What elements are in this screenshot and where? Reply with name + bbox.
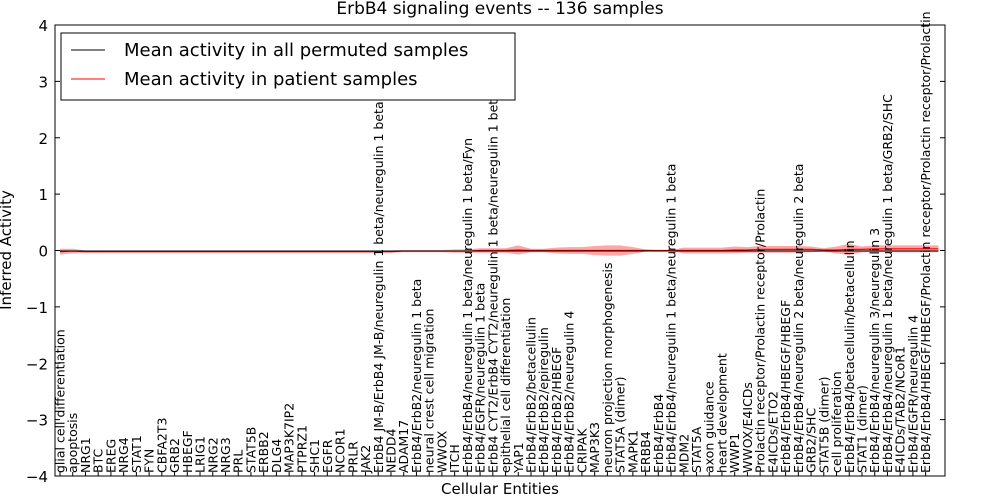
category-label: EGFR <box>320 439 335 473</box>
category-label: HBEGF <box>180 430 195 473</box>
category-label: NRG2 <box>205 437 220 473</box>
category-label: ErbB4/ErbB4/neuregulin 2 beta/neuregulin… <box>791 164 806 473</box>
category-label: ErbB4/ErbB2/neuregulin 4 <box>562 311 577 473</box>
category-label: NEDD4 <box>384 429 399 473</box>
category-label: LRIG1 <box>193 436 208 473</box>
series-lines <box>59 248 939 253</box>
patient-mean-line <box>59 248 939 253</box>
category-label: MAP3K3 <box>587 422 602 473</box>
category-label: CBFA2T3 <box>154 418 169 473</box>
category-label: CRIPAK <box>574 428 589 473</box>
category-label: ErbB4/ErbB2/epiregulin <box>536 327 551 473</box>
category-label: ERBB4 <box>638 431 653 473</box>
legend: Mean activity in all permuted samples Me… <box>60 32 516 101</box>
category-label: STAT1 (dimer) <box>855 385 870 473</box>
y-tick-label: −1 <box>26 299 48 317</box>
category-label: neural crest cell migration <box>422 309 437 473</box>
category-label: ErbB4/ErbB4/HBEGF/HBEGF <box>778 300 793 473</box>
category-label: NCOR1 <box>333 428 348 473</box>
category-label: BTC <box>91 449 106 473</box>
category-label: WWOX/E4ICDs <box>740 382 755 473</box>
category-label: epithelial cell differentiation <box>498 298 513 473</box>
category-label: WWOX <box>434 430 449 473</box>
category-label: MAPK1 <box>625 430 640 473</box>
category-label: ErbB4/ErbB4/HBEGF/HBEGF/Prolactin recept… <box>918 11 933 473</box>
category-label: PRLR <box>345 441 360 473</box>
category-label: GRB2 <box>167 438 182 473</box>
category-label: ErbB4/EGFR/neuregulin 1 beta <box>473 283 488 473</box>
category-labels: glial cell differentiationapoptosisNRG1B… <box>53 11 934 474</box>
category-label: ErbB4 JM-B/ErbB4 JM-B/neuregulin 1 beta/… <box>371 101 386 473</box>
category-label: PRL <box>231 450 246 473</box>
category-label: STAT5B (dimer) <box>816 377 831 473</box>
category-label: ErbB4/ErbB4/neuregulin 1 beta/neuregulin… <box>460 138 475 473</box>
category-label: ErbB4/ErbB2/neuregulin 1 beta <box>409 279 424 473</box>
category-label: cell proliferation <box>829 371 844 473</box>
category-label: ErbB4/ErbB2/betacellulin <box>524 317 539 473</box>
patient-confidence-band <box>60 243 939 256</box>
plot-frame <box>54 24 946 477</box>
category-label: JAK2 <box>358 445 373 474</box>
y-tick-label: 0 <box>38 243 48 261</box>
y-tick-label: 3 <box>38 73 48 91</box>
y-tick-label: −3 <box>26 412 48 430</box>
category-label: MDM2 <box>676 434 691 473</box>
y-axis-label: Inferred Activity <box>0 190 15 310</box>
category-label: NRG1 <box>78 437 93 473</box>
y-tick-label: −4 <box>26 468 48 486</box>
category-label: axon guidance <box>702 381 717 473</box>
category-label: WWP1 <box>727 433 742 473</box>
category-label: DLG4 <box>269 439 284 473</box>
category-label: ITCH <box>447 444 462 473</box>
y-tick-label: 1 <box>38 186 48 204</box>
y-tick-label: −2 <box>26 355 48 373</box>
y-tick-label: 2 <box>38 130 48 148</box>
category-label: glial cell differentiation <box>53 329 68 473</box>
x-axis-label: Cellular Entities <box>441 480 559 498</box>
category-label: MAP3K7IP2 <box>282 403 297 473</box>
x-axis-ticks <box>59 472 927 476</box>
category-label: NRG4 <box>116 437 131 473</box>
category-label: ErbB4/ErbB2/HBEGF <box>549 347 564 473</box>
category-label: ErbB4/ErbB4/neuregulin 1 beta/neuregulin… <box>880 94 895 473</box>
category-label: Prolactin receptor/Prolactin receptor/Pr… <box>753 189 768 473</box>
category-label: EREG <box>103 439 118 473</box>
category-label: neuron projection morphogenesis <box>600 262 615 473</box>
category-label: apoptosis <box>65 413 80 473</box>
category-label: PTPRZ1 <box>294 425 309 473</box>
category-label: STAT1 <box>129 435 144 473</box>
y-axis: −4 −3 −2 −1 0 1 2 3 4 <box>26 17 945 486</box>
category-label: STAT5B <box>244 427 259 473</box>
category-label: ADAM17 <box>396 420 411 473</box>
category-label: ErbB4/ErbB4/neuregulin 3/neuregulin 3 <box>867 228 882 473</box>
category-label: GRB2/SHC <box>804 408 819 473</box>
category-label: ErbB4 CYT2/ErbB4 CYT2/neuregulin 1 beta/… <box>485 92 500 473</box>
category-label: SHC1 <box>307 439 322 473</box>
category-label: ErbB4/EGFR/neuregulin 4 <box>905 315 920 473</box>
category-label: heart development <box>715 353 730 473</box>
category-label: ErbB4/ErbB4/betacellulin/betacellulin <box>842 240 857 473</box>
category-label: ErbB4/ErbB4 <box>651 394 666 473</box>
legend-box <box>60 32 516 101</box>
legend-label-permuted: Mean activity in all permuted samples <box>124 40 468 61</box>
y-tick-label: 4 <box>38 17 48 35</box>
category-label: FYN <box>142 449 157 473</box>
category-label: YAP1 <box>511 442 526 474</box>
category-label: E4ICDs/TAB2/NCoR1 <box>893 346 908 473</box>
patient-band-layer <box>60 243 939 256</box>
category-label: STAT5A <box>689 426 704 473</box>
category-label: ErbB4/ErbB4/neuregulin 1 beta/neuregulin… <box>664 164 679 473</box>
legend-label-patient: Mean activity in patient samples <box>124 69 418 90</box>
category-label: NRG3 <box>218 437 233 473</box>
category-label: STAT5A (dimer) <box>613 377 628 473</box>
category-label: ERBB2 <box>256 431 271 473</box>
chart-title: ErbB4 signaling events -- 136 samples <box>336 0 663 19</box>
category-label: E4ICDs/ETO2 <box>765 391 780 473</box>
